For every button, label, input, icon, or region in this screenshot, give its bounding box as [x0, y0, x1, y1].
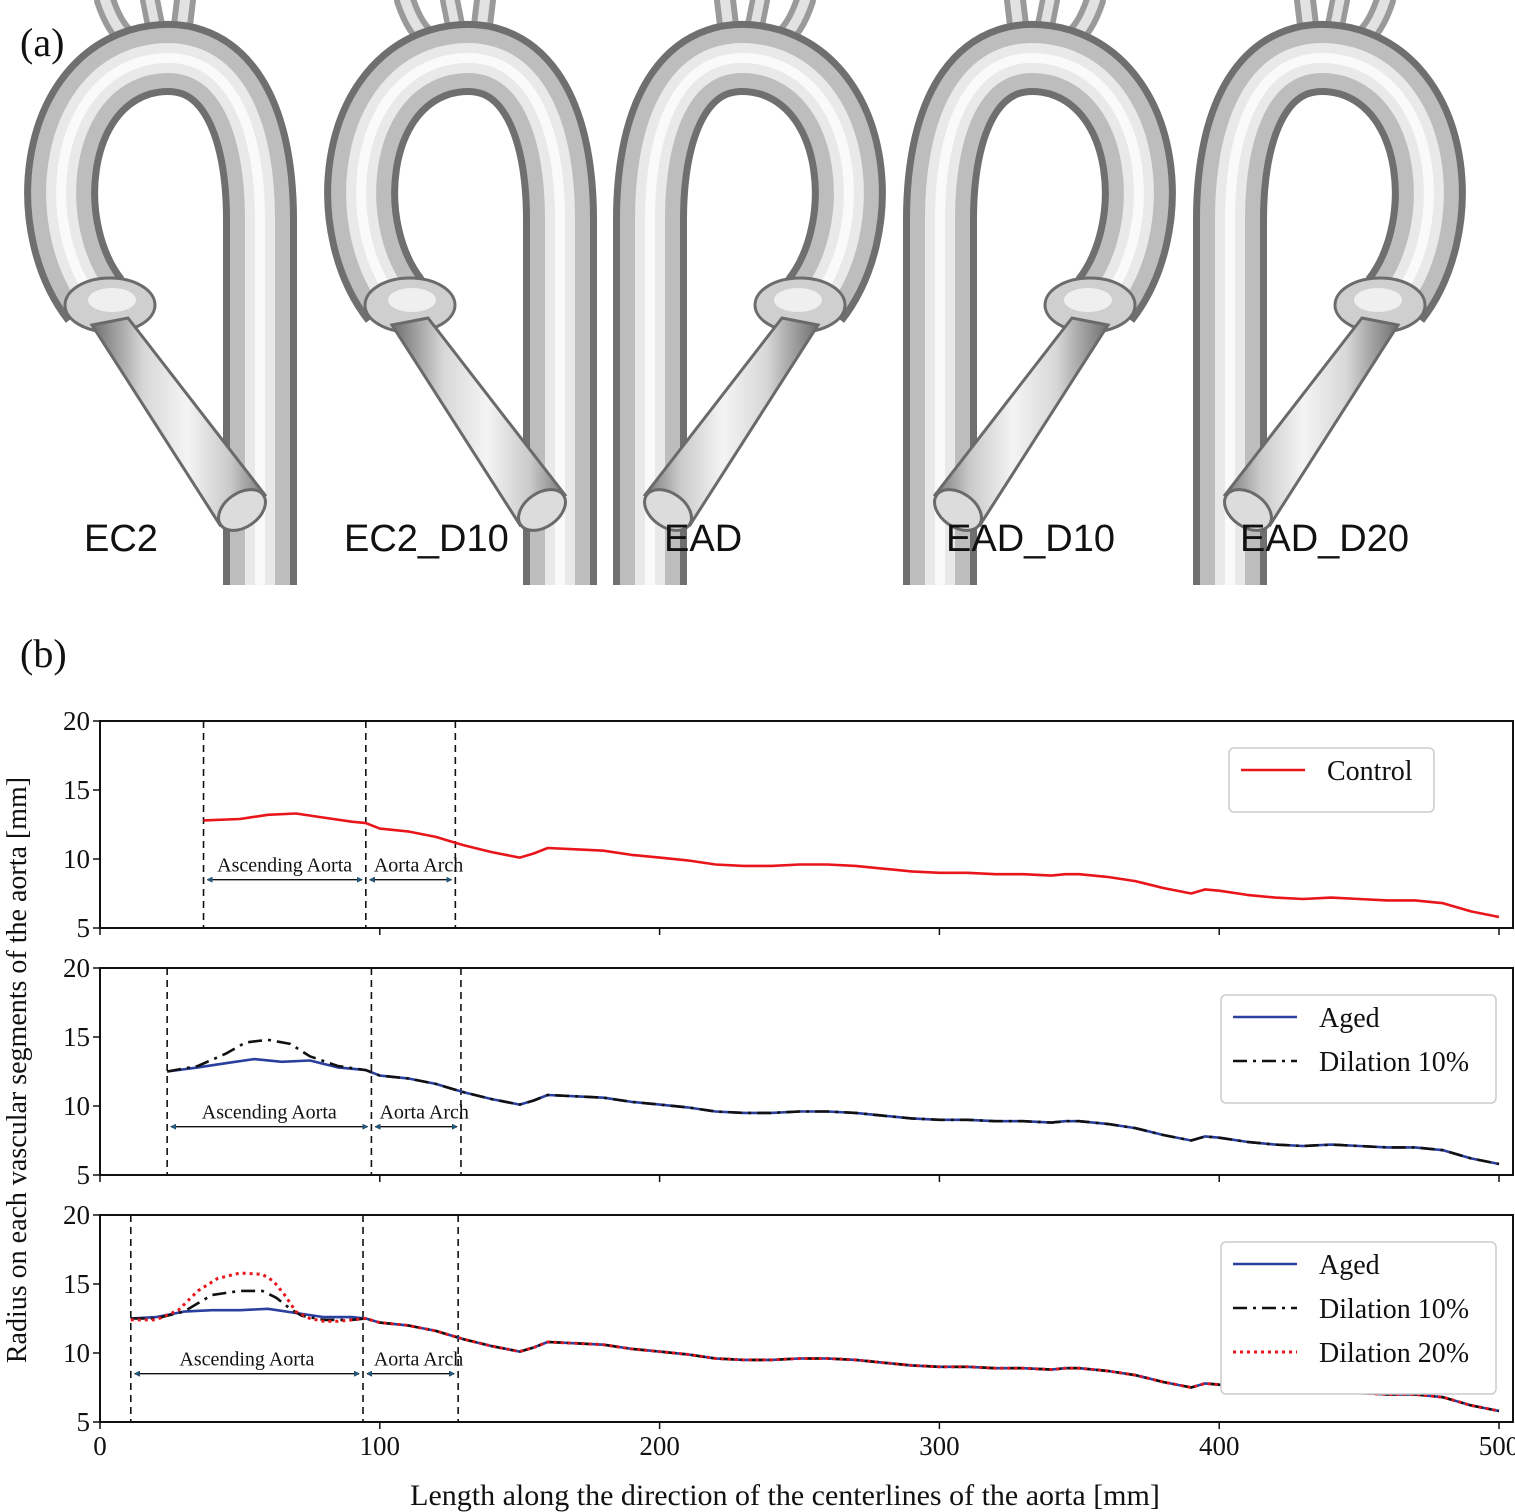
legend-label: Control: [1327, 756, 1413, 787]
axes-frame: [99, 720, 1514, 929]
ascending-aorta-label: Ascending Aorta: [217, 855, 352, 877]
aorta-model-ead-d10: [927, 0, 1139, 585]
panel-b-label: (b): [20, 631, 67, 676]
series-line-control: [203, 812, 1500, 919]
ascending-aorta-label: Ascending Aorta: [179, 1349, 314, 1371]
x-tick-label: 200: [639, 1431, 680, 1461]
legend-label: Aged: [1319, 1003, 1380, 1034]
subplot-2: 5 10 15 20 Ascending Aorta Aorta Arch Aged Dila…: [63, 953, 1514, 1190]
ascending-aorta-label: Ascending Aorta: [202, 1102, 337, 1124]
legend-box: [1228, 747, 1435, 813]
x-tick-label: 100: [360, 1431, 401, 1461]
y-tick-label: 10: [63, 1091, 90, 1121]
y-tick-label: 20: [63, 1200, 90, 1230]
panel-a: (a) EC2 EC2_D10 EAD EAD_D10 EAD_D20: [20, 0, 1429, 585]
aorta-model-ead: [637, 0, 849, 585]
aorta-model-ec2: [61, 0, 273, 585]
legend-box: [1220, 1241, 1497, 1395]
y-tick-label: 15: [63, 1022, 90, 1052]
aorta-arch-label: Aorta Arch: [379, 1102, 468, 1124]
y-tick-label: 10: [63, 1338, 90, 1368]
model-label-ec2: EC2: [84, 518, 158, 560]
axes-frame: [99, 967, 1514, 1176]
y-axis-label: Radius on each vascular segments of the …: [2, 777, 33, 1363]
aorta-model-ec2-d10: [361, 0, 573, 585]
y-tick-label: 5: [77, 913, 91, 943]
legend-label: Dilation 10%: [1319, 1294, 1469, 1325]
panel-b: (b) Radius on each vascular segments of …: [2, 631, 1515, 1512]
legend-box: [1220, 994, 1497, 1104]
y-tick-label: 15: [63, 775, 90, 805]
aorta-arch-label: Aorta Arch: [374, 1349, 463, 1371]
y-tick-label: 20: [63, 706, 90, 736]
subplot-1: 5 10 15 20 Ascending Aorta Aorta Arch Control: [63, 706, 1514, 943]
model-label-ec2-d10: EC2_D10: [344, 518, 509, 560]
model-label-ead-d10: EAD_D10: [946, 518, 1115, 560]
series-line-dilation-10-: [166, 1038, 1500, 1166]
aorta-arch-label: Aorta Arch: [374, 855, 463, 877]
x-tick-label: 300: [919, 1431, 960, 1461]
legend-label: Dilation 20%: [1319, 1338, 1469, 1369]
x-tick-label: 400: [1199, 1431, 1240, 1461]
x-tick-label: 0: [93, 1431, 107, 1461]
model-label-ead-d20: EAD_D20: [1240, 518, 1409, 560]
y-tick-label: 15: [63, 1269, 90, 1299]
aorta-model-ead-d20: [1217, 0, 1429, 585]
model-label-ead: EAD: [664, 518, 742, 560]
legend-label: Aged: [1319, 1250, 1380, 1281]
legend-label: Dilation 10%: [1319, 1047, 1469, 1078]
panel-a-label: (a): [20, 20, 64, 65]
x-axis-label: Length along the direction of the center…: [410, 1479, 1160, 1512]
y-tick-label: 20: [63, 953, 90, 983]
x-tick-label: 500: [1479, 1431, 1515, 1461]
y-tick-label: 5: [77, 1160, 91, 1190]
axes-frame: [99, 1214, 1514, 1423]
y-tick-label: 5: [77, 1407, 91, 1437]
y-tick-label: 10: [63, 844, 90, 874]
